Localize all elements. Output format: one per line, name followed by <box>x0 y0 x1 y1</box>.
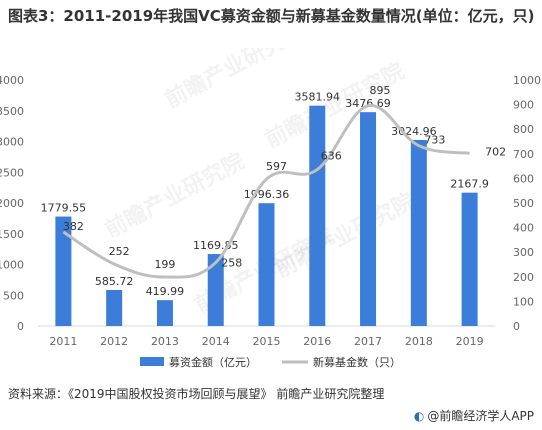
right-tick-label: 700 <box>513 148 534 161</box>
bar <box>156 300 173 326</box>
left-tick-label: 2500 <box>0 166 24 179</box>
bar-value-label: 1779.55 <box>41 202 87 215</box>
bar-value-label: 3024.96 <box>391 125 437 138</box>
bar <box>258 203 275 326</box>
bar <box>410 139 427 326</box>
left-tick-label: 1000 <box>0 259 24 272</box>
bar-data-labels: 1779.55585.72419.991169.851996.363581.94… <box>41 91 489 298</box>
watermark-text: 前瞻产业研究院 <box>101 148 249 243</box>
x-tick-label: 2016 <box>303 335 331 348</box>
left-tick-label: 0 <box>17 320 24 333</box>
x-tick-label: 2017 <box>354 335 382 348</box>
bar <box>106 289 123 326</box>
right-tick-label: 200 <box>513 271 534 284</box>
line-value-label: 733 <box>424 134 445 147</box>
line-series <box>62 104 470 279</box>
bar <box>55 216 72 326</box>
x-tick-label: 2015 <box>253 335 281 348</box>
right-tick-label: 1000 <box>513 74 541 87</box>
x-tick-label: 2018 <box>405 335 433 348</box>
source-note: 资料来源：《2019中国股权投资市场回顾与展望》 前瞻产业研究院整理 <box>8 387 385 401</box>
watermark-text: 前瞻产业研究院 <box>161 48 309 113</box>
left-tick-label: 4000 <box>0 74 24 87</box>
bar <box>461 192 478 326</box>
line-value-label: 636 <box>321 150 342 163</box>
bar-value-label: 3581.94 <box>295 91 341 104</box>
line-value-label: 895 <box>370 84 391 97</box>
line-value-label: 199 <box>154 258 175 271</box>
bar-value-label: 419.99 <box>146 285 185 298</box>
left-tick-label: 3500 <box>0 105 24 118</box>
line-series-path <box>62 104 470 279</box>
line-value-label: 382 <box>63 220 84 233</box>
line-data-labels: 382 252 199 258 597 636 895 733 702 <box>63 84 506 271</box>
right-tick-label: 400 <box>513 222 534 235</box>
x-tick-label: 2013 <box>151 335 179 348</box>
line-value-label: 702 <box>485 145 506 158</box>
bar-series <box>55 105 478 326</box>
bar-value-label: 585.72 <box>95 275 134 288</box>
left-tick-label: 500 <box>3 289 24 302</box>
chart-title: 图表3：2011-2019年我国VC募资金额与新募基金数量情况(单位：亿元，只) <box>8 7 535 25</box>
left-tick-label: 2000 <box>0 197 24 210</box>
bar-value-label: 3476.69 <box>345 97 391 110</box>
x-tick-label: 2012 <box>100 335 128 348</box>
right-tick-label: 100 <box>513 295 534 308</box>
brand-credit: ◐ @前瞻经济学人APP <box>414 407 534 424</box>
x-axis: 2011 2012 2013 2014 2015 2016 2017 2018 2019 <box>38 325 495 348</box>
right-tick-label: 900 <box>513 99 534 112</box>
brand-text: @前瞻经济学人APP <box>427 409 534 423</box>
left-tick-label: 3000 <box>0 136 24 149</box>
right-tick-label: 800 <box>513 123 534 136</box>
legend: 募资金额（亿元） 新募基金数（只） <box>140 355 401 369</box>
x-tick-label: 2019 <box>456 335 484 348</box>
x-tick-label: 2014 <box>202 335 230 348</box>
legend-bar-swatch <box>140 357 164 366</box>
bar <box>207 254 224 326</box>
legend-line-label: 新募基金数（只） <box>313 355 401 369</box>
line-value-label: 252 <box>109 245 130 258</box>
bar <box>360 112 377 326</box>
x-tick-label: 2011 <box>49 335 77 348</box>
right-tick-label: 0 <box>513 320 520 333</box>
right-tick-label: 300 <box>513 246 534 259</box>
brand-logo-icon: ◐ <box>413 409 425 423</box>
combo-chart: 前瞻产业研究院前瞻产业研究院前瞻产业研究院前瞻产业研究院前瞻产业研究院 0500… <box>0 48 541 369</box>
bar-value-label: 2167.9 <box>450 178 489 191</box>
line-value-label: 597 <box>266 160 287 173</box>
bar <box>309 105 326 326</box>
right-axis-ticks: 0 100 200 300 400 500 600 700 800 900 1000 <box>513 74 541 333</box>
legend-bar-label: 募资金额（亿元） <box>169 355 257 369</box>
line-value-label: 258 <box>221 257 242 270</box>
left-axis-ticks: 0 500 1000 1500 2000 2500 3000 3500 4000 <box>0 74 24 333</box>
right-tick-label: 500 <box>513 197 534 210</box>
left-tick-label: 1500 <box>0 228 24 241</box>
right-tick-label: 600 <box>513 172 534 185</box>
